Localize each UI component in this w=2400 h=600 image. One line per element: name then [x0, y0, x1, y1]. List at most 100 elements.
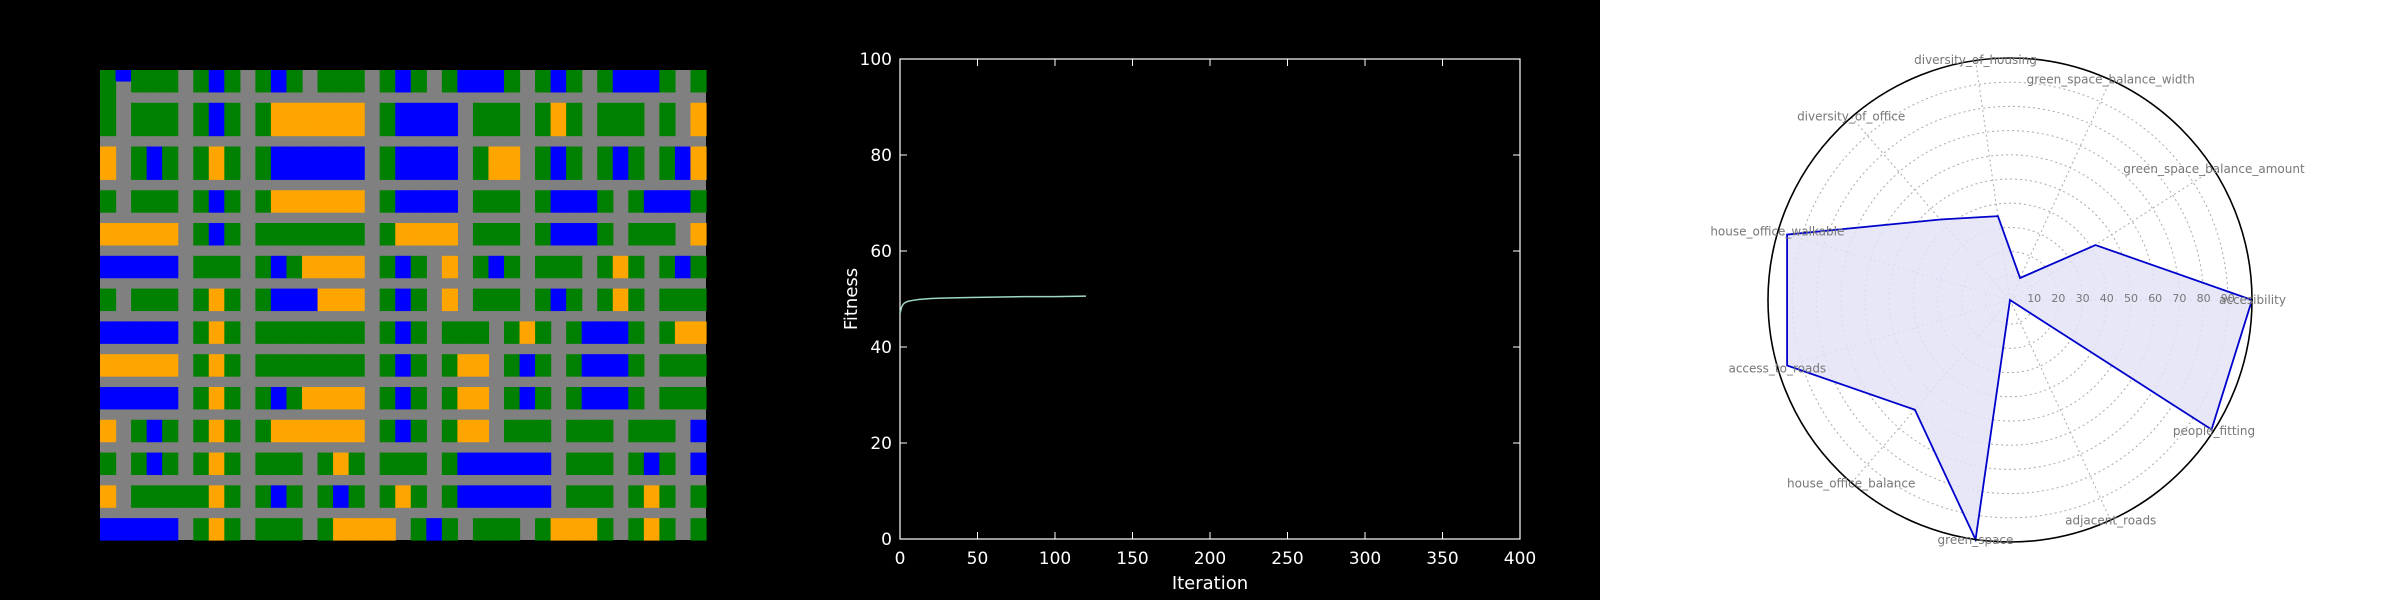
- grid-cell-green-space: [333, 321, 350, 333]
- grid-cell-office: [162, 321, 179, 333]
- grid-cell-green-space: [535, 70, 552, 82]
- grid-cell-housing: [317, 201, 334, 213]
- grid-cell-office: [519, 365, 536, 377]
- grid-cell-office: [550, 168, 567, 180]
- grid-cell-office: [208, 70, 225, 82]
- grid-cell-housing: [348, 124, 365, 137]
- grid-cell-office: [674, 201, 692, 213]
- grid-cell-green-space: [659, 397, 676, 410]
- grid-cell-office: [612, 332, 629, 344]
- grid-cell-green-space: [193, 518, 210, 530]
- grid-cell-office: [131, 518, 148, 530]
- grid-cell-green-space: [535, 157, 552, 169]
- grid-cell-green-space: [100, 70, 117, 82]
- grid-cell-office: [100, 266, 117, 279]
- grid-cell-office: [441, 102, 458, 115]
- grid-cell-housing: [410, 223, 427, 235]
- grid-cell-green-space: [441, 365, 458, 377]
- grid-cell-office: [146, 168, 163, 180]
- grid-cell-green-space: [566, 386, 583, 399]
- grid-cell-green-space: [270, 321, 288, 333]
- grid-cell-green-space: [472, 332, 490, 344]
- grid-cell-office: [115, 518, 132, 530]
- grid-cell-office: [270, 168, 288, 180]
- grid-cell-green-space: [224, 233, 241, 246]
- grid-cell-green-space: [628, 365, 645, 377]
- grid-cell-office: [395, 430, 412, 443]
- grid-cell-green-space: [146, 124, 163, 137]
- grid-cell-green-space: [519, 430, 536, 443]
- grid-cell-green-space: [100, 190, 117, 202]
- grid-cell-office: [395, 299, 412, 312]
- grid-cell-housing: [333, 419, 350, 432]
- grid-cell-green-space: [472, 518, 490, 530]
- grid-cell-housing: [643, 529, 660, 541]
- grid-cell-office: [643, 190, 660, 202]
- grid-cell-housing: [488, 157, 505, 169]
- grid-cell-green-space: [472, 529, 490, 541]
- grid-cell-office: [395, 266, 412, 279]
- grid-cell-green-space: [690, 365, 707, 377]
- grid-cell-green-space: [472, 233, 490, 246]
- grid-cell-office: [457, 452, 474, 465]
- grid-cell-green-space: [224, 70, 241, 82]
- grid-cell-green-space: [659, 80, 676, 93]
- grid-cell-office: [612, 168, 629, 180]
- grid-cell-green-space: [690, 496, 707, 508]
- grid-cell-green-space: [504, 321, 521, 333]
- grid-cell-office: [612, 146, 629, 159]
- grid-cell-housing: [690, 113, 707, 126]
- grid-cell-green-space: [535, 419, 552, 432]
- grid-cell-green-space: [643, 233, 660, 246]
- grid-cell-green-space: [379, 463, 396, 476]
- grid-cell-housing: [333, 518, 350, 530]
- grid-cell-green-space: [270, 223, 288, 235]
- grid-cell-green-space: [317, 332, 334, 344]
- grid-cell-green-space: [333, 223, 350, 235]
- radar-spoke: [2009, 79, 2111, 301]
- grid-cell-office: [410, 124, 427, 137]
- grid-cell-green-space: [224, 288, 241, 301]
- grid-cell-housing: [395, 233, 412, 246]
- grid-cell-green-space: [193, 146, 210, 159]
- grid-cell-green-space: [441, 321, 458, 333]
- grid-cell-green-space: [193, 463, 210, 476]
- grid-cell-housing: [333, 430, 350, 443]
- grid-cell-green-space: [270, 518, 288, 530]
- grid-cell-green-space: [597, 266, 614, 279]
- grid-cell-green-space: [255, 201, 272, 213]
- grid-cell-green-space: [162, 168, 179, 180]
- grid-cell-green-space: [504, 201, 521, 213]
- grid-cell-green-space: [317, 452, 334, 465]
- grid-cell-green-space: [379, 190, 396, 202]
- grid-cell-housing: [441, 255, 458, 268]
- grid-cell-green-space: [410, 266, 427, 279]
- grid-cell-housing: [566, 518, 583, 530]
- grid-cell-green-space: [317, 233, 334, 246]
- grid-cell-green-space: [597, 496, 614, 508]
- grid-cell-housing: [333, 255, 350, 268]
- grid-cell-green-space: [472, 201, 490, 213]
- grid-cell-green-space: [488, 113, 505, 126]
- grid-cell-housing: [208, 321, 225, 333]
- grid-cell-housing: [208, 299, 225, 312]
- grid-cell-green-space: [535, 386, 552, 399]
- grid-cell-green-space: [255, 365, 272, 377]
- grid-cell-housing: [395, 223, 412, 235]
- grid-cell-housing: [364, 529, 381, 541]
- grid-cell-office: [395, 419, 412, 432]
- grid-cell-green-space: [255, 113, 272, 126]
- grid-cell-office: [550, 223, 567, 235]
- grid-cell-housing: [472, 386, 490, 399]
- grid-cell-housing: [674, 332, 692, 344]
- grid-cell-green-space: [224, 124, 241, 137]
- grid-cell-office: [302, 288, 319, 301]
- grid-cell-green-space: [504, 397, 521, 410]
- grid-cell-green-space: [597, 529, 614, 541]
- grid-cell-green-space: [504, 518, 521, 530]
- grid-cell-green-space: [131, 463, 148, 476]
- radar-axis-label: green_space_balance_width: [2027, 72, 2195, 86]
- grid-cell-green-space: [193, 321, 210, 333]
- grid-cell-housing: [270, 124, 288, 137]
- grid-cell-housing: [131, 365, 148, 377]
